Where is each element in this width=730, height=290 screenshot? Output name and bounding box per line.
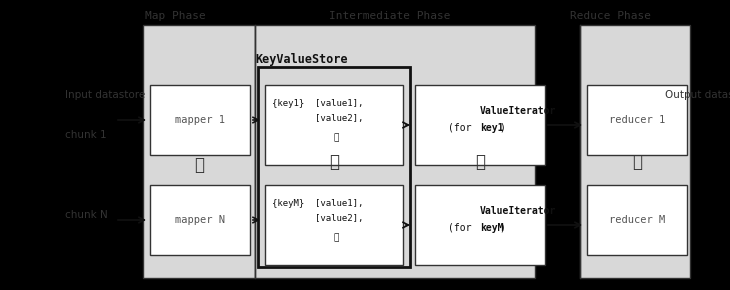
Bar — [150, 185, 250, 255]
Text: key1: key1 — [480, 123, 504, 133]
Text: ValueIterator: ValueIterator — [480, 106, 556, 116]
Text: ⋮: ⋮ — [194, 156, 204, 174]
Text: reducer M: reducer M — [609, 215, 665, 225]
Text: [value2],: [value2], — [272, 113, 364, 122]
Text: reducer 1: reducer 1 — [609, 115, 665, 125]
Text: Map Phase: Map Phase — [145, 11, 205, 21]
Text: Intermediate Phase: Intermediate Phase — [329, 11, 450, 21]
Text: ⋮: ⋮ — [632, 153, 642, 171]
Text: mapper 1: mapper 1 — [175, 115, 225, 125]
Text: Output datastore: Output datastore — [665, 90, 730, 100]
Text: ⋮: ⋮ — [334, 133, 339, 142]
Text: Input datastore: Input datastore — [65, 90, 145, 100]
Bar — [143, 25, 255, 278]
Bar — [265, 185, 403, 265]
Bar — [580, 25, 690, 278]
Bar — [587, 185, 687, 255]
Text: [value2],: [value2], — [272, 213, 364, 222]
Bar — [150, 85, 250, 155]
Text: (for: (for — [448, 223, 477, 233]
Text: mapper N: mapper N — [175, 215, 225, 225]
Bar — [587, 85, 687, 155]
Text: keyM: keyM — [480, 223, 504, 233]
Text: {keyM}  [value1],: {keyM} [value1], — [272, 200, 364, 209]
Text: ⋮: ⋮ — [334, 233, 339, 242]
Text: Reduce Phase: Reduce Phase — [569, 11, 650, 21]
Text: ): ) — [499, 223, 505, 233]
Text: ⋮: ⋮ — [329, 153, 339, 171]
Text: (for: (for — [448, 123, 477, 133]
Text: chunk N: chunk N — [65, 210, 108, 220]
Bar — [415, 185, 545, 265]
Bar — [258, 67, 410, 267]
Text: ⋮: ⋮ — [475, 153, 485, 171]
Text: ): ) — [499, 123, 505, 133]
Bar — [255, 25, 535, 278]
Text: ValueIterator: ValueIterator — [480, 206, 556, 216]
Text: KeyValueStore: KeyValueStore — [255, 53, 347, 66]
Text: {key1}  [value1],: {key1} [value1], — [272, 99, 364, 108]
Bar — [265, 85, 403, 165]
Text: chunk 1: chunk 1 — [65, 130, 107, 140]
Bar — [415, 85, 545, 165]
